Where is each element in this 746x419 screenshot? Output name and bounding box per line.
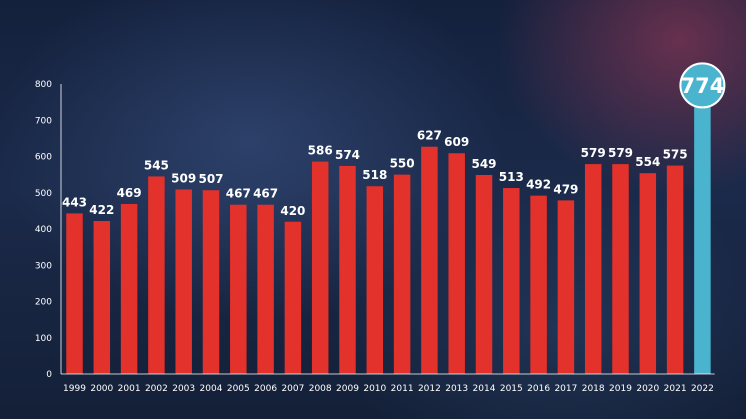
value-label: 479 xyxy=(553,182,578,196)
y-tick-label: 700 xyxy=(35,116,52,126)
bar xyxy=(202,190,220,374)
value-label: 492 xyxy=(526,178,551,192)
bar xyxy=(93,221,111,374)
x-tick-label: 2016 xyxy=(527,384,550,394)
bar xyxy=(421,146,438,374)
y-tick-label: 400 xyxy=(35,225,52,235)
x-tick-label: 2022 xyxy=(691,384,714,394)
bar xyxy=(366,186,384,374)
value-label: 467 xyxy=(226,187,251,201)
x-tick-label: 2017 xyxy=(554,384,577,394)
bar xyxy=(393,174,411,374)
value-label: 575 xyxy=(663,148,688,162)
y-tick-label: 0 xyxy=(46,370,52,380)
bar-highlight xyxy=(694,93,711,375)
x-axis: 1999 2000 2001 2002 2003 2004 2005 2006 2007 2008… xyxy=(61,373,715,394)
value-label: 550 xyxy=(390,157,415,171)
value-label: 609 xyxy=(444,135,469,149)
x-tick-label: 2021 xyxy=(664,384,687,394)
bars xyxy=(66,93,711,375)
value-label: 513 xyxy=(499,170,524,184)
value-label: 579 xyxy=(581,146,606,160)
x-tick-label: 2014 xyxy=(473,384,496,394)
x-tick-label: 1999 xyxy=(63,384,86,394)
x-tick-label: 2018 xyxy=(582,384,605,394)
value-label: 469 xyxy=(117,186,142,200)
x-tick-label: 2003 xyxy=(172,384,195,394)
bar xyxy=(448,153,465,374)
x-tick-label: 2008 xyxy=(309,384,332,394)
bar xyxy=(666,165,684,374)
y-tick-label: 300 xyxy=(35,261,52,271)
x-tick-label: 2009 xyxy=(336,384,359,394)
x-tick-label: 2007 xyxy=(281,384,304,394)
y-axis: 0 100 200 300 400 500 600 700 800 xyxy=(35,80,62,380)
bar xyxy=(557,200,575,374)
value-label: 420 xyxy=(280,204,305,218)
y-tick-label: 600 xyxy=(35,153,52,163)
x-tick-label: 2005 xyxy=(227,384,250,394)
x-tick-label: 2002 xyxy=(145,384,168,394)
value-label: 574 xyxy=(335,148,360,162)
y-tick-label: 500 xyxy=(35,189,52,199)
y-tick-label: 100 xyxy=(35,334,52,344)
bar xyxy=(66,213,83,374)
value-label: 627 xyxy=(417,129,442,143)
x-tick-label: 2012 xyxy=(418,384,441,394)
x-tick-label: 2006 xyxy=(254,384,277,394)
value-label: 579 xyxy=(608,146,633,160)
bar xyxy=(257,204,274,374)
x-tick-label: 2011 xyxy=(391,384,414,394)
y-tick-label: 200 xyxy=(35,298,52,308)
value-label: 507 xyxy=(198,172,223,186)
value-label: 545 xyxy=(144,158,169,172)
x-tick-label: 2000 xyxy=(90,384,113,394)
bar xyxy=(311,161,329,374)
x-tick-label: 2010 xyxy=(363,384,386,394)
value-label: 586 xyxy=(308,144,333,158)
x-tick-label: 2013 xyxy=(445,384,468,394)
value-label: 422 xyxy=(89,203,114,217)
x-tick-label: 2004 xyxy=(200,384,223,394)
bar xyxy=(230,204,247,374)
bar xyxy=(503,188,520,374)
bar xyxy=(120,203,138,374)
bar xyxy=(530,195,547,374)
bar xyxy=(339,165,356,374)
value-label: 443 xyxy=(62,195,87,209)
bar xyxy=(639,173,657,374)
bar xyxy=(284,221,302,374)
value-label: 549 xyxy=(471,157,496,171)
bar xyxy=(148,176,165,374)
highlight-value-label: 774 xyxy=(680,74,724,98)
value-label: 467 xyxy=(253,187,278,201)
x-tick-label: 2019 xyxy=(609,384,632,394)
bar xyxy=(475,174,493,374)
bar xyxy=(584,164,602,374)
value-label: 518 xyxy=(362,168,387,182)
bar xyxy=(175,189,192,374)
x-tick-label: 2001 xyxy=(118,384,141,394)
x-tick-label: 2020 xyxy=(636,384,659,394)
value-label: 509 xyxy=(171,171,196,185)
y-tick-label: 800 xyxy=(35,80,52,90)
x-tick-label: 2015 xyxy=(500,384,523,394)
bar xyxy=(612,164,629,374)
value-label: 554 xyxy=(635,155,660,169)
highlight-value-circle xyxy=(679,62,726,109)
